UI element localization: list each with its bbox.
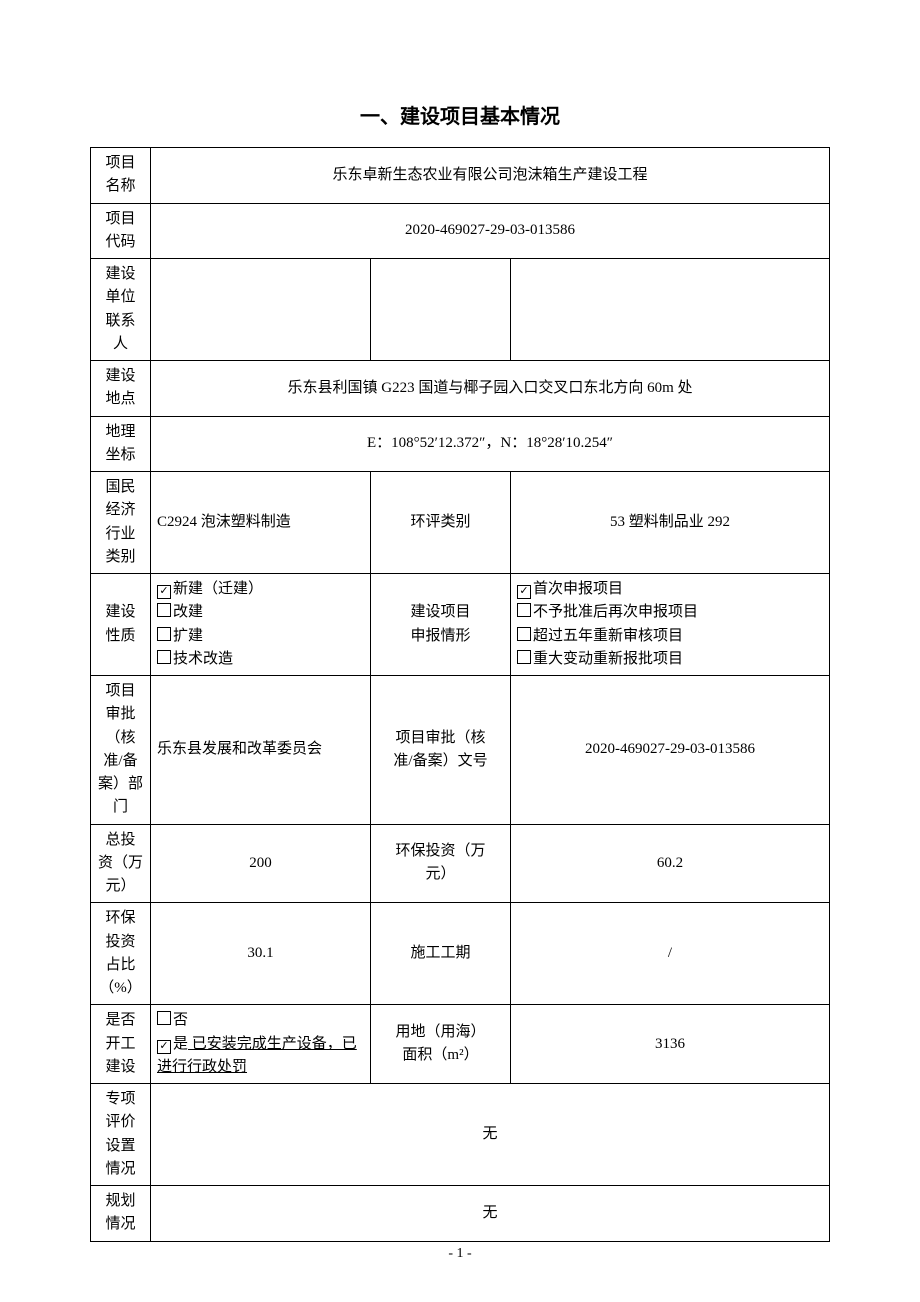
table-row: 规划情况 无 (91, 1186, 830, 1242)
value-env-invest: 60.2 (511, 824, 830, 903)
checkbox-yes-icon (157, 1040, 171, 1054)
label-land: 用地（用海）面积（m²） (371, 1005, 511, 1084)
checkbox-tech-icon (157, 650, 171, 664)
opt-first: 首次申报项目 (533, 581, 623, 597)
label-eia-type: 环评类别 (371, 472, 511, 574)
table-row: 项目名称 乐东卓新生态农业有限公司泡沫箱生产建设工程 (91, 148, 830, 204)
value-eia-type: 53 塑料制品业 292 (511, 472, 830, 574)
label-duration: 施工工期 (371, 903, 511, 1005)
value-industry: C2924 泡沫塑料制造 (151, 472, 371, 574)
value-project-name: 乐东卓新生态农业有限公司泡沫箱生产建设工程 (151, 148, 830, 204)
label-declare: 建设项目申报情形 (371, 574, 511, 676)
table-row: 项目审批（核准/备案）部门 乐东县发展和改革委员会 项目审批（核准/备案）文号 … (91, 676, 830, 825)
checkbox-no-icon (157, 1011, 171, 1025)
table-row: 环保投资占比（%） 30.1 施工工期 / (91, 903, 830, 1005)
value-declare: 首次申报项目 不予批准后再次申报项目 超过五年重新审核项目 重大变动重新报批项目 (511, 574, 830, 676)
checkbox-over5-icon (517, 627, 531, 641)
opt-new: 新建（迁建） (173, 581, 263, 597)
label-project-name: 项目名称 (91, 148, 151, 204)
label-unit-contact: 建设单位联系人 (91, 259, 151, 361)
table-row: 项目代码 2020-469027-29-03-013586 (91, 203, 830, 259)
form-table: 项目名称 乐东卓新生态农业有限公司泡沫箱生产建设工程 项目代码 2020-469… (90, 147, 830, 1242)
value-started: 否 是 已安装完成生产设备，已进行行政处罚 (151, 1005, 371, 1084)
table-row: 建设单位联系人 (91, 259, 830, 361)
value-approval-dept: 乐东县发展和改革委员会 (151, 676, 371, 825)
page-number: - 1 - (0, 1246, 920, 1262)
table-row: 专项评价设置情况 无 (91, 1084, 830, 1186)
value-total-invest: 200 (151, 824, 371, 903)
table-row: 总投资（万元） 200 环保投资（万元） 60.2 (91, 824, 830, 903)
opt-over5: 超过五年重新审核项目 (533, 628, 683, 644)
page: 一、建设项目基本情况 项目名称 乐东卓新生态农业有限公司泡沫箱生产建设工程 项目… (0, 0, 920, 1302)
value-project-code: 2020-469027-29-03-013586 (151, 203, 830, 259)
label-plan: 规划情况 (91, 1186, 151, 1242)
value-plan: 无 (151, 1186, 830, 1242)
label-location: 建设地点 (91, 361, 151, 417)
checkbox-reform-icon (157, 603, 171, 617)
opt-tech: 技术改造 (173, 651, 233, 667)
label-coord: 地理坐标 (91, 416, 151, 472)
opt-major: 重大变动重新报批项目 (533, 651, 683, 667)
table-row: 是否开工建设 否 是 已安装完成生产设备，已进行行政处罚 用地（用海）面积（m²… (91, 1005, 830, 1084)
value-env-ratio: 30.1 (151, 903, 371, 1005)
label-project-code: 项目代码 (91, 203, 151, 259)
label-total-invest: 总投资（万元） (91, 824, 151, 903)
value-land: 3136 (511, 1005, 830, 1084)
checkbox-new-icon (157, 585, 171, 599)
label-industry: 国民经济行业类别 (91, 472, 151, 574)
table-row: 地理坐标 E：108°52′12.372″，N：18°28′10.254″ (91, 416, 830, 472)
label-env-invest: 环保投资（万元） (371, 824, 511, 903)
label-build-nature: 建设性质 (91, 574, 151, 676)
value-unit-contact-c (511, 259, 830, 361)
opt-no: 否 (173, 1012, 188, 1028)
value-coord: E：108°52′12.372″，N：18°28′10.254″ (151, 416, 830, 472)
opt-reagain: 不予批准后再次申报项目 (533, 604, 698, 620)
section-title: 一、建设项目基本情况 (90, 100, 830, 129)
label-approval-doc: 项目审批（核准/备案）文号 (371, 676, 511, 825)
value-duration: / (511, 903, 830, 1005)
value-location: 乐东县利国镇 G223 国道与椰子园入口交叉口东北方向 60m 处 (151, 361, 830, 417)
label-approval-dept: 项目审批（核准/备案）部门 (91, 676, 151, 825)
value-unit-contact-a (151, 259, 371, 361)
opt-yes-pre: 是 (173, 1036, 188, 1052)
label-started: 是否开工建设 (91, 1005, 151, 1084)
checkbox-expand-icon (157, 627, 171, 641)
value-build-nature: 新建（迁建） 改建 扩建 技术改造 (151, 574, 371, 676)
checkbox-reagain-icon (517, 603, 531, 617)
checkbox-major-icon (517, 650, 531, 664)
label-special: 专项评价设置情况 (91, 1084, 151, 1186)
opt-reform: 改建 (173, 604, 203, 620)
value-unit-contact-b (371, 259, 511, 361)
value-approval-doc: 2020-469027-29-03-013586 (511, 676, 830, 825)
opt-expand: 扩建 (173, 628, 203, 644)
table-row: 国民经济行业类别 C2924 泡沫塑料制造 环评类别 53 塑料制品业 292 (91, 472, 830, 574)
table-row: 建设性质 新建（迁建） 改建 扩建 技术改造 建设项目申报情形 首次申报项目 不… (91, 574, 830, 676)
label-env-ratio: 环保投资占比（%） (91, 903, 151, 1005)
checkbox-first-icon (517, 585, 531, 599)
table-row: 建设地点 乐东县利国镇 G223 国道与椰子园入口交叉口东北方向 60m 处 (91, 361, 830, 417)
value-special: 无 (151, 1084, 830, 1186)
